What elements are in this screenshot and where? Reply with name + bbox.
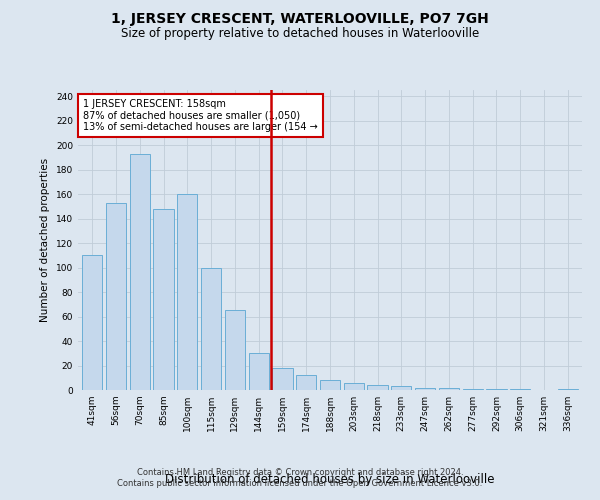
Bar — [463, 389, 483, 390]
Bar — [439, 388, 459, 390]
Bar — [344, 382, 364, 390]
Bar — [367, 385, 388, 390]
Text: Contains HM Land Registry data © Crown copyright and database right 2024.
Contai: Contains HM Land Registry data © Crown c… — [118, 468, 482, 487]
Bar — [415, 388, 435, 390]
Bar — [487, 389, 506, 390]
Bar — [391, 386, 412, 390]
Bar — [225, 310, 245, 390]
Bar — [82, 256, 103, 390]
Bar — [272, 368, 293, 390]
Bar — [320, 380, 340, 390]
Bar — [177, 194, 197, 390]
Bar — [106, 202, 126, 390]
Text: 1, JERSEY CRESCENT, WATERLOOVILLE, PO7 7GH: 1, JERSEY CRESCENT, WATERLOOVILLE, PO7 7… — [111, 12, 489, 26]
Bar — [201, 268, 221, 390]
Bar — [248, 354, 269, 390]
Bar — [510, 389, 530, 390]
Text: 1 JERSEY CRESCENT: 158sqm
87% of detached houses are smaller (1,050)
13% of semi: 1 JERSEY CRESCENT: 158sqm 87% of detache… — [83, 99, 318, 132]
Bar — [557, 389, 578, 390]
X-axis label: Distribution of detached houses by size in Waterlooville: Distribution of detached houses by size … — [165, 473, 495, 486]
Text: Size of property relative to detached houses in Waterlooville: Size of property relative to detached ho… — [121, 28, 479, 40]
Bar — [154, 209, 173, 390]
Bar — [130, 154, 150, 390]
Bar — [296, 376, 316, 390]
Y-axis label: Number of detached properties: Number of detached properties — [40, 158, 50, 322]
